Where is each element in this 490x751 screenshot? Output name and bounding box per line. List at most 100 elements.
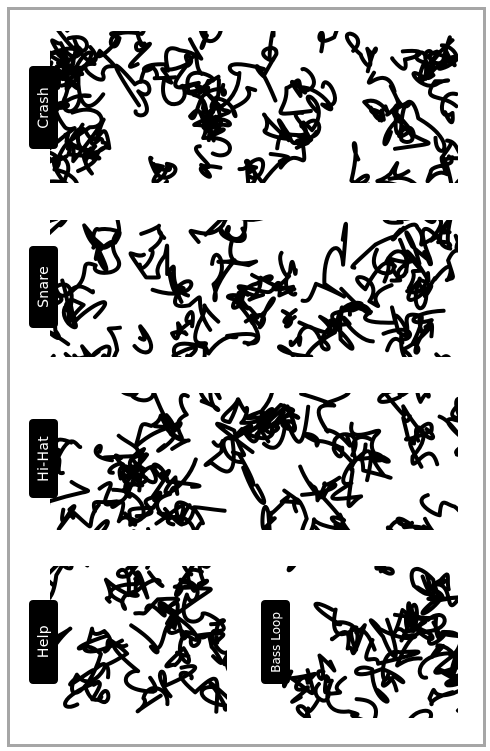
squiggle-stroke bbox=[408, 708, 433, 718]
squiggle-stroke bbox=[70, 230, 122, 293]
squiggle-stroke bbox=[390, 48, 423, 71]
squiggle-stroke bbox=[94, 519, 110, 530]
squiggle-stroke bbox=[243, 296, 276, 330]
tab-snare[interactable]: Snare bbox=[29, 246, 58, 328]
squiggle-stroke bbox=[50, 566, 65, 600]
squiggle-stroke bbox=[237, 152, 291, 183]
squiggle-stroke bbox=[226, 272, 274, 310]
squiggle-stroke bbox=[132, 527, 151, 530]
squiggle-stroke bbox=[297, 80, 337, 112]
squiggle-stroke bbox=[158, 664, 198, 699]
squiggle-stroke bbox=[218, 220, 263, 243]
squiggle-stroke bbox=[50, 220, 68, 236]
squiggle-stroke bbox=[188, 91, 232, 143]
pad-help[interactable] bbox=[50, 566, 227, 718]
squiggle-stroke bbox=[221, 652, 227, 667]
squiggle-stroke bbox=[61, 301, 78, 330]
squiggle-stroke bbox=[171, 303, 221, 357]
squiggle-stroke bbox=[76, 122, 109, 155]
squiggle-stroke bbox=[440, 138, 458, 162]
squiggle-stroke bbox=[316, 403, 353, 448]
tab-hi-hat[interactable]: Hi-Hat bbox=[29, 419, 58, 498]
squiggle-stroke bbox=[67, 50, 94, 80]
squiggle-stroke bbox=[289, 668, 317, 704]
squiggle-stroke bbox=[420, 572, 458, 616]
squiggle-stroke bbox=[156, 393, 190, 453]
squiggle-stroke bbox=[113, 63, 152, 118]
squiggle-stroke bbox=[280, 308, 298, 329]
squiggle-stroke bbox=[432, 233, 458, 283]
squiggle-stroke bbox=[50, 626, 73, 683]
squiggle-stroke bbox=[355, 261, 394, 308]
squiggle-stroke bbox=[425, 154, 454, 183]
tab-label-hi-hat: Hi-Hat bbox=[35, 435, 52, 482]
squiggle-stroke bbox=[90, 220, 122, 272]
squiggle-stroke bbox=[173, 285, 213, 332]
squiggle-stroke bbox=[313, 601, 360, 652]
squiggle-stroke bbox=[64, 107, 104, 145]
squiggle-stroke bbox=[349, 141, 370, 183]
squiggle-stroke bbox=[382, 110, 431, 151]
squiggle-stroke bbox=[436, 220, 453, 251]
squiggle-stroke bbox=[148, 155, 178, 183]
squiggle-stroke bbox=[151, 462, 202, 489]
squiggle-stroke bbox=[215, 421, 255, 458]
tab-label-snare: Snare bbox=[35, 266, 52, 308]
squiggle-stroke bbox=[63, 679, 102, 709]
squiggle-stroke bbox=[350, 227, 403, 270]
squiggle-stroke bbox=[50, 75, 92, 114]
squiggle-stroke bbox=[429, 631, 458, 676]
squiggle-stroke bbox=[185, 70, 221, 95]
squiggle-stroke bbox=[377, 393, 405, 404]
pad-hi-hat[interactable] bbox=[50, 393, 458, 530]
squiggle-stroke bbox=[349, 451, 393, 480]
squiggle-stroke bbox=[155, 457, 198, 527]
squiggle-stroke bbox=[362, 98, 390, 123]
squiggle-stroke bbox=[194, 144, 223, 179]
squiggle-stroke bbox=[129, 601, 180, 655]
squiggle-stroke bbox=[325, 675, 378, 718]
squiggle-stroke bbox=[91, 325, 122, 357]
squiggle-stroke bbox=[83, 684, 111, 704]
squiggle-pattern bbox=[50, 31, 458, 183]
squiggle-stroke bbox=[108, 31, 146, 49]
squiggle-stroke bbox=[385, 516, 435, 530]
squiggle-pattern bbox=[50, 220, 458, 357]
squiggle-stroke bbox=[178, 670, 220, 714]
squiggle-stroke bbox=[199, 681, 227, 712]
squiggle-stroke bbox=[260, 504, 272, 530]
squiggle-stroke bbox=[210, 85, 258, 118]
squiggle-stroke bbox=[248, 393, 296, 434]
squiggle-stroke bbox=[433, 653, 458, 688]
squiggle-stroke bbox=[326, 315, 375, 344]
squiggle-stroke bbox=[393, 602, 442, 641]
squiggle-stroke bbox=[354, 665, 406, 704]
squiggle-stroke bbox=[415, 577, 449, 605]
squiggle-stroke bbox=[291, 497, 347, 530]
tab-crash[interactable]: Crash bbox=[29, 66, 58, 149]
squiggle-stroke bbox=[419, 493, 458, 518]
squiggle-stroke bbox=[434, 666, 458, 688]
tab-help[interactable]: Help bbox=[29, 600, 58, 684]
squiggle-stroke bbox=[50, 439, 83, 475]
squiggle-stroke bbox=[50, 154, 69, 183]
pad-bass-loop[interactable] bbox=[282, 566, 458, 718]
squiggle-stroke bbox=[427, 688, 458, 713]
squiggle-stroke bbox=[284, 259, 298, 297]
squiggle-stroke bbox=[236, 281, 296, 327]
squiggle-stroke bbox=[135, 686, 170, 714]
squiggle-stroke bbox=[176, 566, 205, 589]
squiggle-stroke bbox=[50, 480, 90, 506]
squiggle-stroke bbox=[299, 94, 321, 140]
squiggle-stroke bbox=[188, 220, 228, 244]
squiggle-stroke bbox=[395, 629, 435, 668]
pad-crash[interactable] bbox=[50, 31, 458, 183]
tab-bass-loop[interactable]: Bass Loop bbox=[261, 600, 290, 684]
squiggle-stroke bbox=[399, 312, 434, 357]
squiggle-stroke bbox=[76, 626, 129, 654]
squiggle-stroke bbox=[345, 31, 378, 74]
pad-snare[interactable] bbox=[50, 220, 458, 357]
squiggle-pattern bbox=[50, 566, 227, 714]
squiggle-stroke bbox=[50, 38, 82, 60]
squiggle-stroke bbox=[66, 35, 98, 64]
